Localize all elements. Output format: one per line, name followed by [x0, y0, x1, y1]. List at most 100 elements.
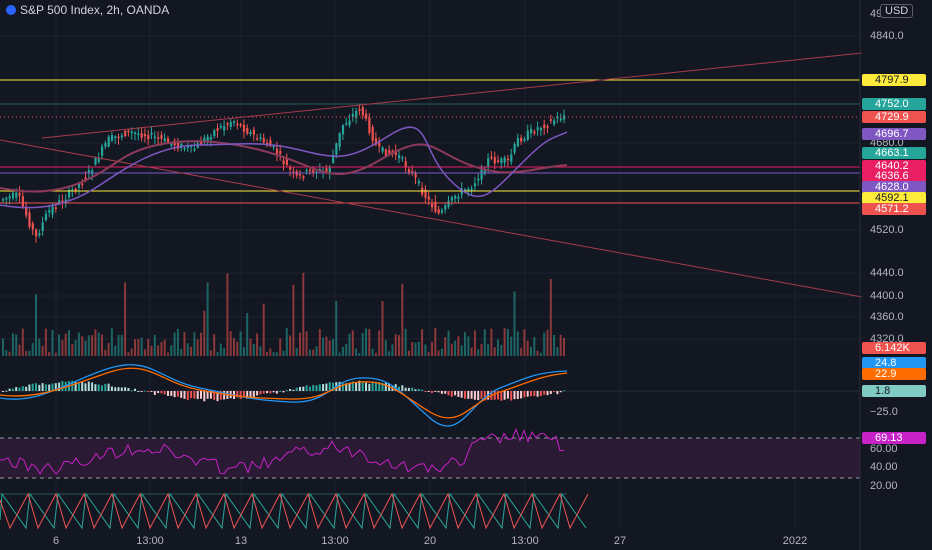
candle-body — [44, 213, 48, 221]
macd-histogram-bar — [539, 391, 542, 397]
candle-body — [378, 142, 381, 147]
volume-bar — [553, 334, 556, 356]
volume-bar — [404, 328, 407, 356]
volume-bar — [229, 331, 232, 356]
volume-bar — [110, 328, 113, 356]
volume-bar — [394, 334, 397, 356]
candle-body — [500, 158, 503, 163]
volume-bar — [61, 339, 64, 356]
candle-body — [520, 137, 523, 142]
candle-body — [523, 138, 526, 141]
volume-bar — [292, 284, 295, 356]
volume-bar — [398, 335, 400, 356]
volume-bar — [186, 343, 189, 356]
macd-histogram-bar — [74, 382, 77, 391]
volume-bar — [407, 350, 410, 356]
macd-histogram-bar — [318, 384, 321, 391]
candle-body — [510, 154, 513, 162]
macd-histogram-bar — [341, 383, 344, 391]
macd-histogram-bar — [295, 387, 298, 391]
volume-bar — [200, 332, 202, 356]
price-label-support-yellow: 4592.1 — [862, 192, 926, 204]
macd-histogram-bar — [351, 381, 354, 391]
candle-body — [289, 167, 292, 170]
macd-histogram-bar — [473, 391, 476, 400]
candle-body — [398, 155, 401, 159]
macd-histogram-bar — [140, 391, 143, 392]
volume-bar — [454, 340, 457, 356]
volume-bar — [190, 346, 193, 356]
price-label-ma-purple: 4696.7 — [862, 128, 926, 140]
macd-histogram-bar — [163, 391, 166, 395]
macd-histogram-bar — [444, 391, 447, 394]
macd-histogram-bar — [206, 391, 209, 399]
price-tick: 4360.0 — [870, 311, 904, 323]
macd-histogram-bar — [150, 391, 153, 392]
candle-body — [150, 132, 153, 135]
macd-histogram-bar — [417, 388, 420, 391]
candle-body — [411, 171, 414, 173]
macd-histogram-bar — [384, 382, 387, 391]
volume-bar — [388, 351, 391, 356]
volume-bar — [140, 337, 143, 356]
symbol-title: S&P 500 Index, 2h, OANDA — [20, 3, 170, 17]
volume-bar — [77, 332, 80, 356]
volume-bar — [97, 332, 100, 356]
candle-body — [11, 192, 15, 199]
volume-bar — [196, 339, 199, 356]
candle-body — [91, 170, 94, 175]
candle-body — [170, 143, 173, 146]
candle-body — [104, 143, 107, 147]
symbol-dot-icon — [6, 5, 16, 15]
rsi-tick: 40.00 — [870, 461, 898, 473]
price-tick: 4400.0 — [870, 290, 904, 302]
volume-bar — [503, 328, 506, 356]
volume-bar — [120, 335, 123, 356]
candle-body — [371, 127, 374, 141]
macd-histogram-bar — [269, 391, 272, 394]
trendline-lower — [0, 139, 863, 298]
candle-body — [470, 188, 473, 191]
candle-body — [269, 140, 272, 147]
candle-body — [358, 108, 361, 111]
volume-bar — [259, 346, 262, 356]
candle-body — [543, 124, 546, 129]
candle-body — [440, 210, 444, 213]
macd-histogram-bar — [381, 382, 384, 391]
volume-bar — [41, 345, 44, 356]
candle-body — [143, 134, 147, 137]
macd-histogram-bar — [54, 383, 57, 391]
candle-body — [305, 170, 308, 172]
candle-body — [193, 148, 196, 151]
macd-histogram-bar — [424, 391, 427, 392]
volume-bar — [351, 330, 354, 356]
macd-histogram-bar — [355, 382, 358, 391]
candle-body — [51, 206, 54, 215]
candle-body — [84, 177, 87, 180]
chart-title[interactable]: S&P 500 Index, 2h, OANDA — [6, 3, 169, 17]
moving-average-slow — [0, 140, 568, 193]
candle-body — [190, 145, 193, 148]
volume-bar — [526, 340, 529, 356]
currency-button[interactable]: USD — [880, 4, 914, 18]
macd-histogram-bar — [434, 391, 437, 392]
macd-histogram-bar — [246, 391, 249, 399]
candle-body — [259, 137, 262, 139]
volume-bar — [450, 343, 453, 356]
volume-bar — [437, 350, 440, 356]
stochastic-k-line — [0, 492, 587, 530]
candle-body — [117, 136, 120, 139]
candle-body — [487, 158, 490, 168]
candle-body — [5, 197, 8, 200]
macd-histogram-bar — [526, 391, 529, 397]
candle-body — [87, 170, 90, 174]
candle-body — [256, 138, 259, 140]
candle-body — [473, 183, 477, 187]
candle-body — [332, 155, 335, 163]
volume-bar — [91, 335, 94, 356]
macd-histogram-bar — [450, 391, 453, 397]
volume-bar — [173, 332, 176, 356]
macd-histogram-bar — [110, 386, 113, 391]
volume-bar — [361, 333, 364, 356]
